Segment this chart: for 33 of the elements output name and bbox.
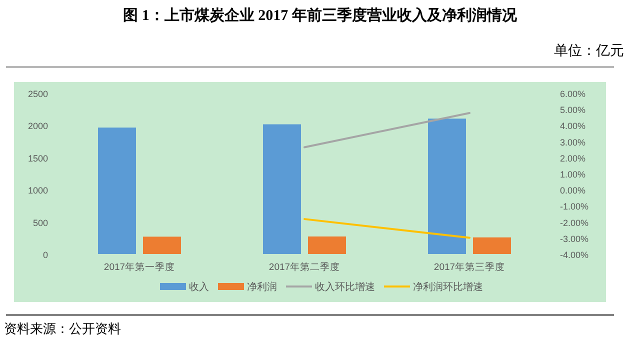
bar [263, 124, 301, 254]
y2-tick-label: 4.00% [560, 121, 586, 132]
y2-tick-label: -1.00% [560, 202, 589, 212]
y-tick-label: 2500 [28, 89, 48, 99]
y-tick-label: 1500 [28, 153, 48, 164]
chart-title: 图 1：上市煤炭企业 2017 年前三季度营业收入及净利润情况 [123, 6, 518, 24]
y-tick-label: 500 [32, 218, 48, 228]
legend-label: 净利润环比增速 [413, 281, 483, 293]
bar [143, 236, 181, 254]
y2-tick-label: 0.00% [560, 186, 586, 196]
y2-tick-label: -4.00% [560, 250, 589, 260]
y2-tick-label: -3.00% [560, 234, 589, 244]
y2-tick-label: 5.00% [560, 105, 586, 116]
y-tick-label: 1000 [28, 186, 48, 196]
text: 资料来源：公开资料 [4, 321, 121, 336]
legend-label: 收入 [189, 281, 209, 293]
bar [428, 118, 466, 254]
y-tick-label: 2000 [28, 121, 48, 132]
x-tick-label: 2017年第三季度 [434, 261, 506, 273]
bar [308, 236, 346, 254]
legend-label: 净利润 [247, 281, 277, 293]
bar [473, 237, 511, 254]
y2-tick-label: -2.00% [560, 218, 589, 228]
y2-tick-label: 3.00% [560, 137, 586, 148]
x-tick-label: 2017年第一季度 [104, 261, 176, 273]
bar [98, 128, 136, 254]
text: 单位：亿元 [554, 43, 624, 59]
x-tick-label: 2017年第二季度 [268, 261, 340, 273]
y-tick-label: 0 [42, 250, 48, 260]
legend-label: 收入环比增速 [315, 281, 375, 293]
y2-tick-label: 6.00% [560, 89, 586, 99]
y2-tick-label: 2.00% [560, 153, 586, 164]
y2-tick-label: 1.00% [560, 170, 586, 180]
